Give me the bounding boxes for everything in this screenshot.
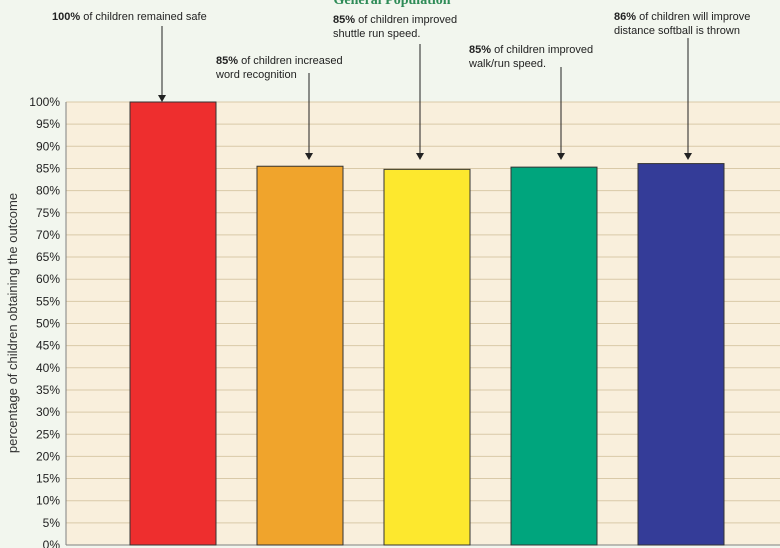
- y-tick-label-55: 55%: [36, 294, 60, 308]
- annotation-2-line-1: 85% of children increased: [216, 55, 343, 67]
- annotation-3-line-2: shuttle run speed.: [333, 28, 420, 40]
- annotation-4-arrowhead: [557, 153, 565, 160]
- y-tick-label-15: 15%: [36, 472, 60, 486]
- annotation-5: 86% of children will improve distance sof…: [614, 11, 750, 160]
- annotation-3-arrowhead: [416, 153, 424, 160]
- y-tick-label-45: 45%: [36, 339, 60, 353]
- annotation-5-line-1: 86% of children will improve: [614, 11, 750, 23]
- y-tick-label-50: 50%: [36, 317, 60, 331]
- y-tick-label-65: 65%: [36, 250, 60, 264]
- y-tick-label-90: 90%: [36, 139, 60, 153]
- annotation-5-arrowhead: [684, 153, 692, 160]
- y-tick-label-70: 70%: [36, 228, 60, 242]
- y-tick-label-10: 10%: [36, 494, 60, 508]
- annotations: 100% of children remained safe 85% of chi…: [52, 11, 750, 160]
- y-tick-label-80: 80%: [36, 184, 60, 198]
- y-tick-label-85: 85%: [36, 161, 60, 175]
- annotation-1-arrowhead: [158, 95, 166, 102]
- bar-2: [256, 165, 344, 546]
- y-tick-label-20: 20%: [36, 449, 60, 463]
- y-axis-ticks: 0% 5% 10% 15% 20% 25% 30% 35% 40% 45% 50% 55% 60% 65%…: [29, 95, 60, 548]
- annotation-3-line-1: 85% of children improved: [333, 14, 457, 26]
- y-tick-label-75: 75%: [36, 206, 60, 220]
- y-tick-label-35: 35%: [36, 383, 60, 397]
- chart-title: General Population: [333, 0, 450, 8]
- annotation-1-line-1: 100% of children remained safe: [52, 11, 207, 23]
- y-tick-label-30: 30%: [36, 405, 60, 419]
- annotation-4-line-2: walk/run speed.: [468, 58, 546, 70]
- annotation-2-line-2: word recognition: [215, 69, 297, 81]
- y-axis-label: percentage of children obtaining the out…: [5, 193, 20, 453]
- annotation-2-arrowhead: [305, 153, 313, 160]
- y-tick-label-95: 95%: [36, 117, 60, 131]
- y-tick-label-100: 100%: [29, 95, 60, 109]
- annotation-1: 100% of children remained safe: [52, 11, 207, 102]
- bar-3: [383, 168, 471, 546]
- bar-5: [637, 163, 725, 546]
- annotation-3: 85% of children improved shuttle run spee…: [333, 14, 457, 160]
- annotation-4: 85% of children improved walk/run speed.: [468, 44, 593, 160]
- y-tick-label-60: 60%: [36, 272, 60, 286]
- bars: [129, 101, 725, 546]
- y-tick-label-5: 5%: [43, 516, 61, 530]
- bar-4: [510, 166, 598, 546]
- annotation-2: 85% of children increased word recognitio…: [215, 55, 343, 160]
- y-tick-label-40: 40%: [36, 361, 60, 375]
- y-tick-label-25: 25%: [36, 427, 60, 441]
- y-tick-label-0: 0%: [43, 538, 61, 548]
- annotation-4-line-1: 85% of children improved: [469, 44, 593, 56]
- bar-1: [129, 101, 217, 546]
- annotation-5-line-2: distance softball is thrown: [614, 25, 740, 37]
